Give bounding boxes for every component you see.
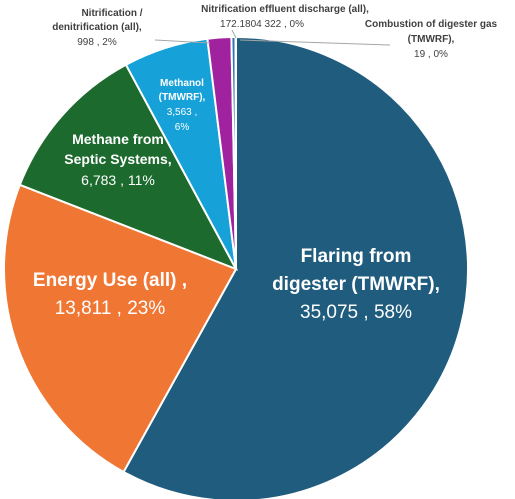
slice-value-energy: 13,811 , 23% [55,298,166,319]
slice-value-flaring: 35,075 , 58% [300,302,412,323]
slice-percent-methanol: 6% [175,122,190,133]
pie-slice-septic-methane [18,63,239,271]
slice-label-nitrif-line2: denitrification (all), [52,22,142,33]
slice-value-methanol: 3,563 , [167,107,198,118]
slice-label-flaring-line2: digester (TMWRF), [272,274,440,295]
slice-label-septic-line2: Septic Systems, [64,151,171,167]
slice-label-flaring-line1: Flaring from [301,246,412,267]
slice-value-combustion: 19 , 0% [414,49,448,60]
slice-label-methanol-line1: Methanol [160,78,204,89]
slice-label-methanol-line2: (TMWRF), [159,92,206,103]
slice-label-nitrif-line1: Nitrification / [81,8,142,19]
leader-effluent [231,29,237,39]
pie-slice-flaring [122,35,469,499]
slice-value-effluent: 172.1804 322 , 0% [220,19,304,30]
leader-nitrif [154,39,211,44]
slice-label-energy: Energy Use (all) , [33,270,187,291]
slice-label-combustion-line2: (TMWRF), [408,34,455,45]
slice-value-septic: 6,783 , 11% [81,172,155,188]
leader-combustion [239,39,391,46]
slice-value-nitrif: 998 , 2% [77,37,117,48]
slice-label-combustion-line1: Combustion of digester gas [365,19,498,30]
slice-label-effluent-line1: Nitrification effluent discharge (all), [201,4,369,15]
slice-label-septic-line1: Methane from [72,131,164,147]
pie-slice-energy-use [3,183,238,474]
